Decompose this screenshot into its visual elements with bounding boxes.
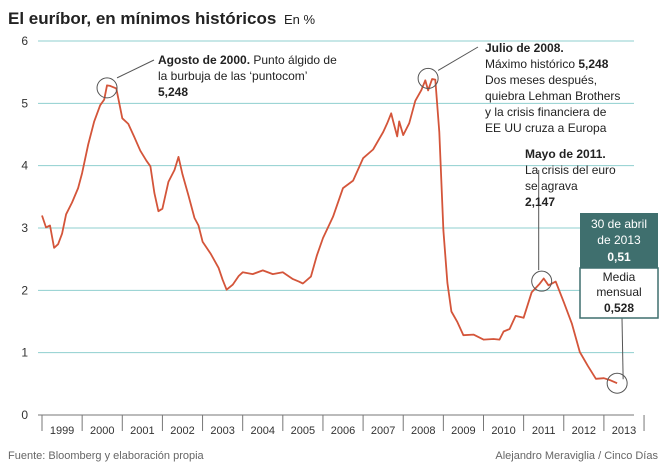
x-tick-label: 2012 [572, 425, 596, 437]
x-tick-label: 2009 [451, 425, 475, 437]
chart-title: El euríbor, en mínimos históricos [8, 9, 276, 28]
markers [96, 46, 628, 394]
callout-mean-value: 0,528 [604, 301, 634, 315]
x-axis: 1999 2000 2001 2002 2003 2004 2005 2006 2007 2008… [38, 414, 645, 437]
series [41, 78, 618, 385]
callout-value-box [580, 213, 658, 268]
annotation-may-2011: Mayo de 2011. La crisis del euro se agrava… [525, 147, 616, 209]
y-tick-label: 3 [21, 221, 28, 235]
y-tick-label: 6 [21, 34, 28, 48]
callout-value: 0,51 [607, 250, 631, 264]
x-tick-label: 2006 [331, 425, 355, 437]
highlight-marker [417, 67, 439, 89]
y-tick-label: 5 [21, 96, 28, 110]
series-line [41, 78, 618, 385]
x-tick-label: 2001 [130, 425, 154, 437]
x-tick-label: 2008 [411, 425, 435, 437]
x-tick-label: 2010 [491, 425, 515, 437]
callout-date-line1: 30 de abril [591, 217, 647, 231]
callout-mean-line1: Media [603, 270, 636, 284]
x-tick-label: 2005 [291, 425, 315, 437]
credit-note: Alejandro Meraviglia / Cinco Días [495, 450, 658, 462]
callout-apr-2013: 30 de abril de 2013 0,51 Media mensual 0… [579, 213, 659, 319]
annotations: Agosto de 2000. Punto álgido de la burbuj… [158, 41, 620, 209]
x-tick-label: 2013 [612, 425, 636, 437]
annotation-leader [621, 317, 624, 380]
callout-date-line2: de 2013 [597, 233, 641, 247]
x-tick-label: 2011 [532, 425, 556, 437]
chart-unit: En % [284, 12, 316, 27]
x-tick-label: 2007 [371, 425, 395, 437]
y-tick-label: 0 [21, 408, 28, 422]
x-tick-label: 2002 [170, 425, 194, 437]
source-note: Fuente: Bloomberg y elaboración propia [8, 450, 205, 462]
y-tick-label: 4 [21, 159, 28, 173]
highlight-marker [531, 270, 553, 292]
x-tick-label: 2000 [90, 425, 114, 437]
highlight-marker [96, 77, 118, 99]
callout-mean-box [579, 267, 659, 319]
y-axis: 0 1 2 3 4 5 6 [21, 34, 28, 422]
callout-mean-line2: mensual [596, 285, 641, 299]
x-tick-label: 1999 [50, 425, 74, 437]
x-tick-label: 2004 [251, 425, 275, 437]
annotation-leader [437, 46, 479, 71]
highlight-marker [606, 372, 628, 394]
x-tick-label: 2003 [210, 425, 234, 437]
annotation-aug-2000: Agosto de 2000. Punto álgido de la burbuj… [158, 53, 337, 99]
y-tick-label: 2 [21, 283, 28, 297]
annotation-jul-2008: Julio de 2008. Máximo histórico 5,248 Dos … [485, 41, 620, 135]
y-tick-label: 1 [21, 346, 28, 360]
annotation-leader [116, 59, 155, 79]
grid [38, 40, 634, 354]
